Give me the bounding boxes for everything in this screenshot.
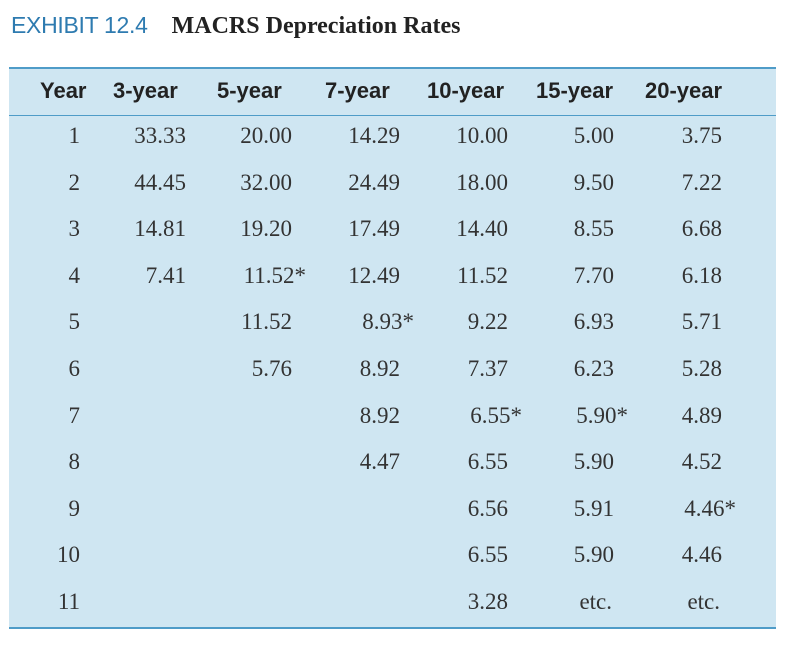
column-header-15-year: 15-year	[536, 78, 614, 103]
cell-5-year-row-4: 11.52*	[243, 262, 306, 288]
cell-3-year-row-1: 33.33	[134, 123, 186, 148]
cell-20-year-row-4: 6.18	[681, 262, 722, 288]
cell-15-year-row-6: 6.23	[573, 356, 614, 381]
cell-20-year-row-7: 4.89	[681, 402, 722, 428]
cell-15-year-row-10: 5.90	[573, 542, 614, 568]
cell-7-year-row-8: 4.47	[359, 449, 400, 475]
cell-7-year-row-2: 24.49	[348, 169, 400, 195]
column-header-5-year: 5-year	[217, 78, 282, 103]
cell-3-year-row-3: 14.81	[134, 216, 186, 242]
cell-3-year-row-4: 7.41	[145, 262, 186, 288]
cell-15-year-row-7: 5.90*	[576, 402, 628, 428]
cell-10-year-row-6: 7.37	[467, 356, 508, 381]
cell-15-year-row-5: 6.93	[573, 309, 614, 335]
cell-10-year-row-7: 6.55*	[470, 402, 522, 428]
cell-3-year-row-2: 44.45	[134, 169, 186, 195]
depreciation-table: Year 3-year 5-year 7-year 10-year 15-year 20-y…	[9, 67, 776, 629]
exhibit-heading: EXHIBIT 12.4 MACRS Depreciation Rates	[11, 12, 460, 46]
cell-year-row-4: 4	[68, 262, 81, 288]
cell-20-year-row-1: 3.75	[681, 123, 722, 148]
column-header-3-year: 3-year	[113, 78, 178, 103]
cell-20-year-row-5: 5.71	[681, 309, 722, 335]
cell-year-row-2: 2	[68, 169, 81, 195]
exhibit-label: EXHIBIT 12.4	[11, 12, 148, 38]
cell-year-row-8: 8	[68, 449, 81, 475]
cell-5-year-row-6: 5.76	[251, 356, 292, 381]
column-header-7-year: 7-year	[325, 78, 390, 103]
cell-15-year-row-4: 7.70	[573, 262, 614, 288]
cell-year-row-9: 9	[68, 495, 81, 521]
column-header-10-year: 10-year	[427, 78, 505, 103]
cell-20-year-row-2: 7.22	[681, 169, 722, 195]
cell-5-year-row-1: 20.00	[240, 123, 292, 148]
cell-10-year-row-1: 10.00	[456, 123, 508, 148]
cell-5-year-row-5: 11.52	[241, 309, 292, 335]
cell-10-year-row-4: 11.52	[457, 262, 508, 288]
cell-year-row-7: 7	[68, 402, 81, 428]
cell-10-year-row-10: 6.55	[467, 542, 508, 568]
column-header-year: Year	[40, 78, 87, 103]
cell-year-row-5: 5	[68, 309, 81, 335]
cell-7-year-row-5: 8.93*	[362, 309, 414, 335]
cell-10-year-row-11: 3.28	[467, 589, 508, 614]
cell-10-year-row-9: 6.56	[467, 495, 508, 521]
cell-10-year-row-5: 9.22	[467, 309, 508, 335]
cell-7-year-row-6: 8.92	[359, 356, 400, 381]
cell-5-year-row-2: 32.00	[240, 169, 292, 195]
cell-15-year-row-2: 9.50	[573, 169, 614, 195]
cell-15-year-row-3: 8.55	[573, 216, 614, 242]
cell-20-year-row-10: 4.46	[681, 542, 722, 568]
cell-7-year-row-4: 12.49	[348, 262, 400, 288]
cell-year-row-1: 1	[68, 123, 81, 148]
cell-10-year-row-8: 6.55	[467, 449, 508, 475]
cell-20-year-row-6: 5.28	[681, 356, 722, 381]
cell-15-year-row-9: 5.91	[573, 495, 614, 521]
cell-15-year-row-11: etc.	[579, 589, 612, 614]
header-divider	[9, 115, 776, 116]
cell-year-row-11: 11	[57, 589, 80, 614]
cell-7-year-row-1: 14.29	[348, 123, 400, 148]
cell-20-year-row-11: etc.	[687, 589, 720, 614]
cell-year-row-6: 6	[68, 356, 81, 381]
cell-15-year-row-1: 5.00	[573, 123, 614, 148]
cell-20-year-row-3: 6.68	[681, 216, 722, 242]
cell-10-year-row-2: 18.00	[456, 169, 508, 195]
cell-20-year-row-8: 4.52	[681, 449, 722, 475]
cell-year-row-3: 3	[68, 216, 81, 242]
exhibit-title: MACRS Depreciation Rates	[171, 13, 461, 39]
cell-7-year-row-3: 17.49	[348, 216, 400, 242]
cell-10-year-row-3: 14.40	[456, 216, 508, 242]
cell-year-row-10: 10	[57, 542, 80, 568]
cell-5-year-row-3: 19.20	[240, 216, 292, 242]
cell-15-year-row-8: 5.90	[573, 449, 614, 475]
column-header-20-year: 20-year	[645, 78, 723, 103]
cell-20-year-row-9: 4.46*	[684, 495, 736, 521]
cell-7-year-row-7: 8.92	[359, 402, 400, 428]
